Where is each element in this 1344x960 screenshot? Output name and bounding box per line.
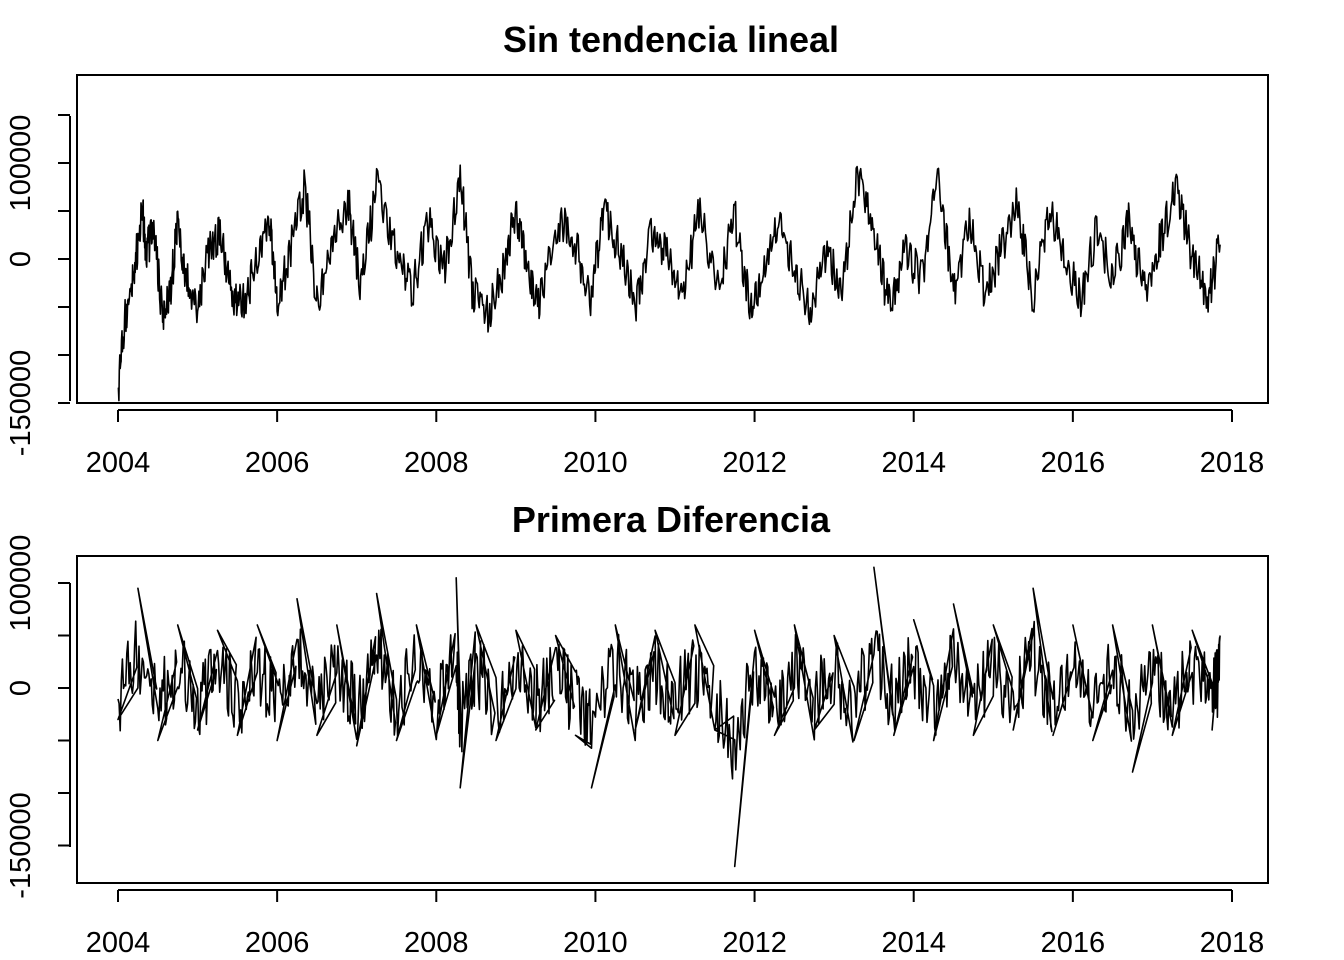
top-x-tick-label: 2012 [722,447,787,479]
top-plot-frame [76,74,1269,404]
top-x-axis: 2004 2006 2008 2010 2012 2014 2016 2018 [86,409,1265,479]
bottom-y-tick-label: 0 [5,680,37,696]
top-y-tick-label: 100000 [5,115,37,212]
top-y-axis: -150000 0 100000 [5,114,71,456]
panel-bottom: Primera Diferencia 2004 2006 2008 2010 2012 2… [5,499,1269,959]
bottom-y-tick-label: 100000 [5,535,37,632]
top-chart-title: Sin tendencia lineal [503,19,839,60]
top-x-tick-label: 2004 [86,447,151,479]
bottom-x-tick-label: 2012 [722,927,787,959]
bottom-y-axis: -150000 0 100000 [5,535,71,899]
bottom-x-tick-label: 2006 [245,927,310,959]
bottom-x-tick-label: 2008 [404,927,469,959]
bottom-plot-frame [76,555,1269,884]
bottom-x-tick-label: 2018 [1200,927,1265,959]
top-y-tick-label: 0 [5,251,37,267]
top-y-tick-label: -150000 [5,350,37,456]
panel-top: Sin tendencia lineal 2004 2006 2008 2010 201… [5,19,1269,479]
bottom-series-line [117,566,1221,868]
top-x-tick-label: 2016 [1041,447,1106,479]
top-x-tick-label: 2006 [245,447,310,479]
bottom-y-tick-label: -150000 [5,792,37,898]
top-x-tick-label: 2018 [1200,447,1265,479]
bottom-x-tick-label: 2004 [86,927,151,959]
bottom-x-tick-label: 2014 [881,927,946,959]
bottom-chart-title: Primera Diferencia [512,499,831,540]
top-x-tick-label: 2014 [881,447,946,479]
bottom-x-tick-label: 2016 [1041,927,1106,959]
top-x-tick-label: 2008 [404,447,469,479]
top-series-line [117,164,1221,402]
top-x-tick-label: 2010 [563,447,628,479]
bottom-x-tick-label: 2010 [563,927,628,959]
bottom-x-axis: 2004 2006 2008 2010 2012 2014 2016 2018 [86,889,1265,959]
